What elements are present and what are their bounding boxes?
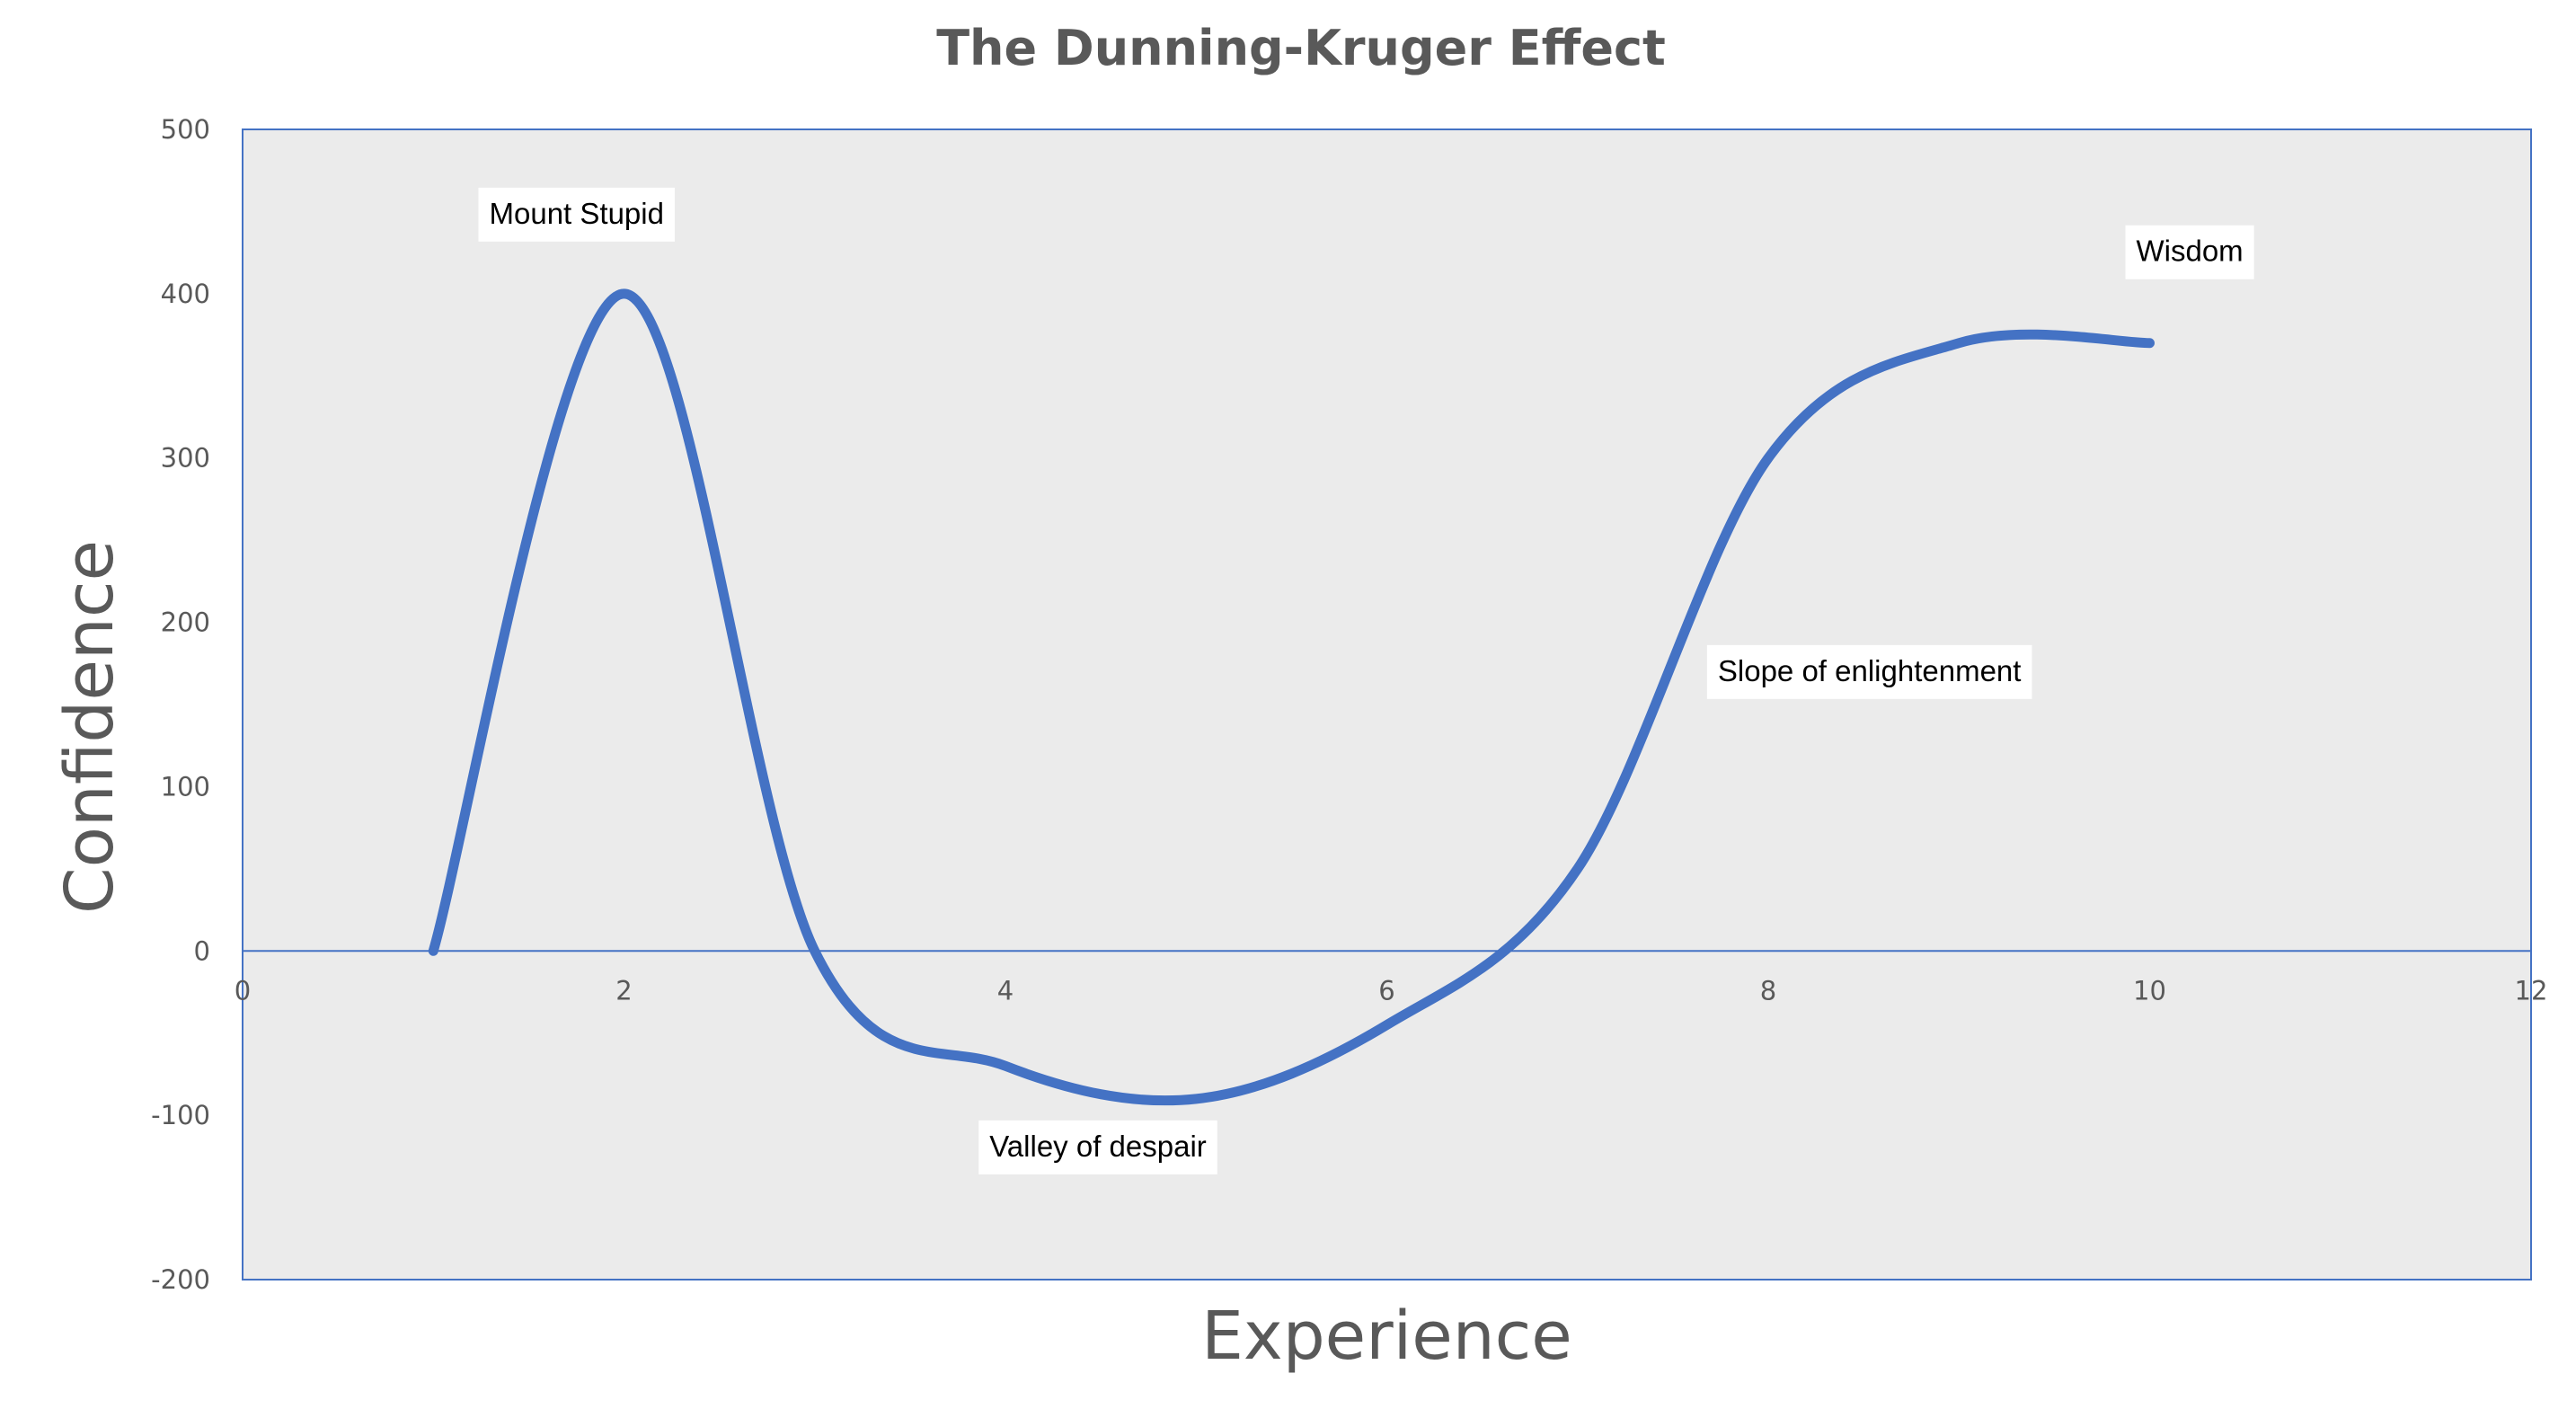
x-tick-label: 10	[2133, 975, 2166, 1006]
annotation: Valley of despair	[978, 1120, 1217, 1174]
x-tick-label: 0	[235, 975, 251, 1006]
annotation-label: Wisdom	[2137, 235, 2244, 268]
annotation-box	[2125, 225, 2254, 279]
y-tick-label: 100	[161, 771, 210, 802]
y-tick-label: 0	[194, 935, 210, 966]
y-tick-label: -100	[151, 1100, 210, 1130]
y-axis-tick-labels: 500 400 300 200 100 0 -100 -200	[151, 114, 210, 1295]
y-tick-label: 300	[161, 443, 210, 474]
series-line	[428, 288, 2155, 1106]
annotation-box	[478, 187, 675, 242]
x-tick-label: 8	[1760, 975, 1776, 1006]
annotation-box	[1706, 644, 2032, 699]
annotation: Wisdom	[2125, 225, 2254, 279]
annotation: Slope of enlightenment	[1706, 644, 2032, 699]
x-axis-tick-labels: 0 2 4 6 8 10 12	[235, 975, 2548, 1006]
y-tick-label: 200	[161, 607, 210, 638]
x-tick-label: 4	[997, 975, 1014, 1006]
annotation: Mount Stupid	[478, 187, 675, 242]
x-tick-label: 12	[2515, 975, 2548, 1006]
annotations: Mount Stupid Valley of despair Slope of en…	[478, 187, 2254, 1174]
x-tick-label: 6	[1378, 975, 1394, 1006]
annotation-label: Valley of despair	[989, 1130, 1207, 1163]
y-axis-title: Confidence	[51, 540, 128, 914]
x-axis-title: Experience	[1201, 1298, 1572, 1375]
series-layer	[428, 288, 2155, 1106]
annotation-label: Slope of enlightenment	[1718, 654, 2022, 687]
y-tick-label: -200	[151, 1264, 210, 1295]
plot-area	[242, 128, 2532, 1281]
annotation-label: Mount Stupid	[490, 197, 664, 230]
x-tick-label: 2	[615, 975, 632, 1006]
annotation-box	[978, 1120, 1217, 1174]
chart-title: The Dunning-Kruger Effect	[936, 20, 1666, 76]
y-tick-label: 400	[161, 279, 210, 309]
y-tick-label: 500	[161, 114, 210, 145]
